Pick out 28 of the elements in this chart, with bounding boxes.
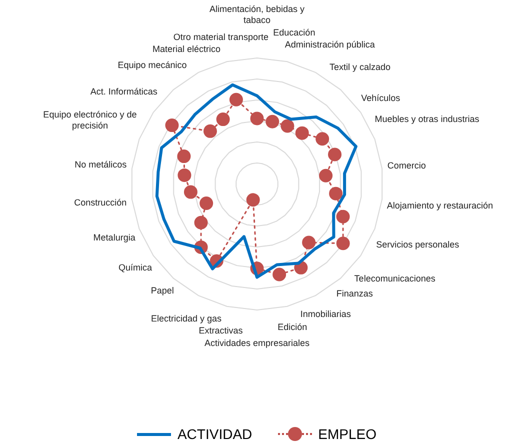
spoke-label: Equipo electrónico y de precisión: [43, 110, 137, 131]
spoke-label: No metálicos: [74, 160, 128, 170]
legend-label: EMPLEO: [318, 426, 377, 442]
spoke-label: Edición: [278, 322, 308, 332]
spoke-label: Material eléctrico: [152, 44, 221, 54]
spoke-label: Inmobiliarias: [300, 309, 352, 320]
spoke-label: Vehículos: [361, 93, 401, 104]
spoke-label: Alojamiento y restauración: [386, 200, 493, 211]
spoke-label: Muebles y otras industrias: [374, 114, 480, 124]
spoke-label: Otro material transporte: [173, 32, 268, 42]
spoke-label: Telecomunicaciones: [354, 274, 436, 284]
spoke-label: Construcción: [74, 197, 127, 208]
spoke-label: Alimentación, bebidas y tabaco: [209, 4, 306, 25]
spoke-label: Actividades empresariales: [204, 338, 310, 348]
spoke-label: Administración pública: [284, 40, 375, 50]
spoke-label: Equipo mecánico: [118, 60, 187, 70]
spoke-label: Textil y calzado: [330, 62, 391, 72]
spoke-label: Educación: [273, 28, 316, 38]
spoke-label: Metalurgia: [93, 232, 136, 243]
spoke-label: Servicios personales: [376, 239, 460, 250]
spoke-label: Extractivas: [198, 326, 244, 336]
spoke-label: Comercio: [387, 160, 426, 170]
spoke-label: Act. Informáticas: [90, 86, 158, 97]
spoke-label: Química: [118, 262, 152, 273]
spoke-label: Finanzas: [336, 288, 374, 299]
spoke-label: Papel: [150, 285, 174, 296]
spoke-label: Electricidad y gas: [150, 313, 222, 324]
legend-label: ACTIVIDAD: [177, 426, 252, 442]
